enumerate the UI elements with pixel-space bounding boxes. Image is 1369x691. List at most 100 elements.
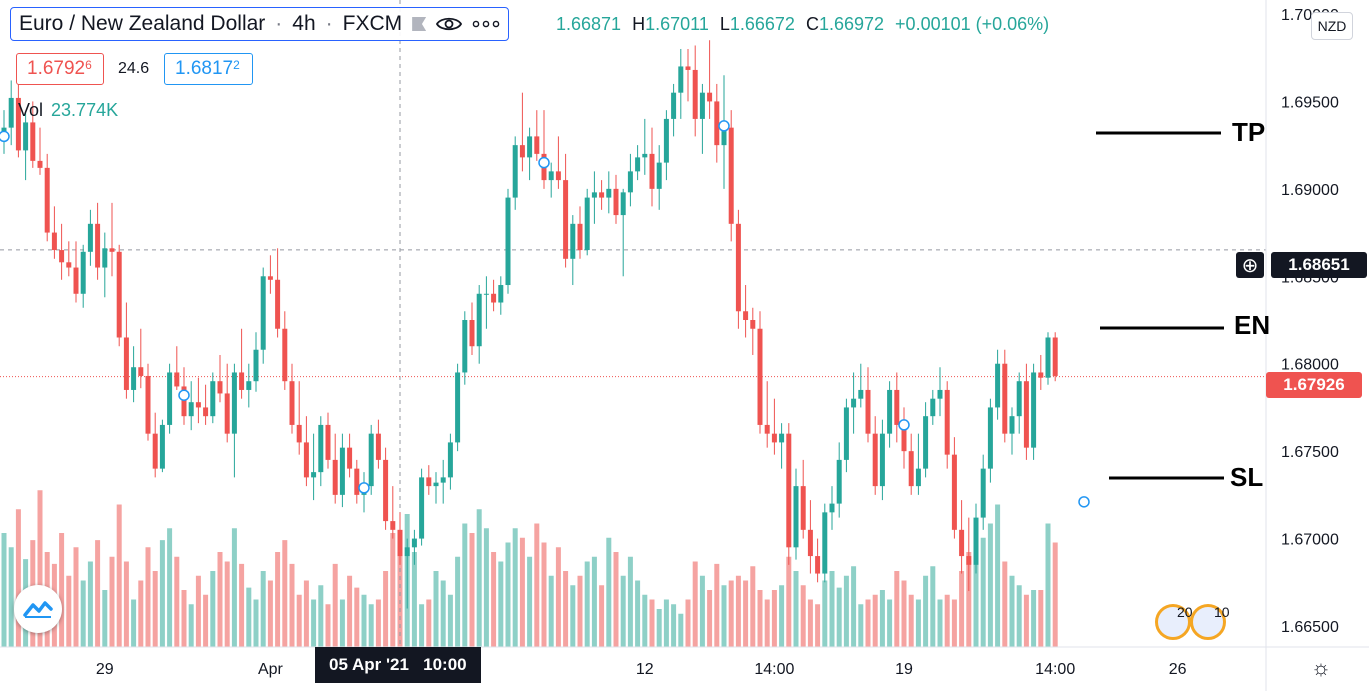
dividend-marker-icon (178, 389, 190, 401)
volume-bar (246, 587, 252, 647)
candle-body (606, 188, 612, 198)
more-dots-icon[interactable] (472, 19, 500, 29)
volume-bar (469, 533, 475, 647)
volume-bar (1002, 561, 1008, 647)
volume-bar (599, 585, 605, 647)
volume-bar (419, 604, 425, 647)
eye-icon[interactable] (436, 15, 463, 33)
close-label: C (805, 14, 819, 34)
volume-bar (188, 604, 194, 647)
volume-bar (627, 556, 633, 647)
candle-body (318, 424, 324, 473)
candle-body (8, 97, 14, 128)
sell-price-button[interactable]: 1.6792 6 (16, 53, 104, 85)
candle-body (311, 472, 317, 478)
candle-body (879, 433, 885, 487)
symbol-legend[interactable]: Euro / New Zealand Dollar · 4h · FXCM (10, 7, 510, 41)
candle-body (95, 223, 101, 268)
volume-bar (491, 552, 497, 647)
volume-bar (231, 528, 237, 647)
candle-body (613, 188, 619, 216)
volume-label: Vol (18, 100, 44, 120)
candle-body (51, 232, 57, 251)
buy-price-button[interactable]: 1.6817 2 (164, 53, 253, 85)
volume-bar (987, 523, 993, 647)
candle-body (937, 389, 943, 399)
volume-bar (807, 599, 813, 647)
candle-body (822, 512, 828, 574)
volume-bar (930, 566, 936, 647)
add-price-level-icon[interactable]: ⊕ (1236, 252, 1264, 278)
volume-bar (37, 490, 43, 647)
candle-body (887, 389, 893, 434)
settings-gear-icon[interactable]: ☼ (1310, 655, 1331, 680)
volume-legend[interactable]: Vol 23.774K (18, 100, 118, 121)
volume-bar (195, 575, 201, 647)
time-tick-label: 19 (895, 661, 913, 678)
candle-body (15, 97, 21, 151)
volume-bar (1052, 542, 1058, 647)
candle-body (491, 293, 497, 303)
crosshair (0, 0, 1266, 647)
open-value: 1.66871 (556, 14, 622, 34)
candle-body (404, 547, 410, 557)
candle-body (397, 529, 403, 557)
volume-bar (692, 561, 698, 647)
candle-body (383, 459, 389, 522)
candle-body (908, 451, 914, 487)
sell-price: 1.6792 (27, 58, 86, 79)
event-badge-icon[interactable] (1190, 604, 1226, 640)
volume-bar (836, 587, 842, 647)
volume-bar (8, 547, 14, 647)
candle-body (678, 66, 684, 93)
candle-body (555, 171, 561, 181)
candle-body (923, 416, 929, 469)
volume-bar (505, 542, 511, 647)
candle-body (253, 349, 259, 382)
candle-body (627, 171, 633, 193)
tradingview-logo-icon[interactable] (14, 585, 62, 633)
candle-body (354, 468, 360, 495)
volume-bar (649, 599, 655, 647)
volume-bar (210, 571, 216, 647)
legend-dot: · (275, 12, 283, 35)
volume-bar (145, 547, 151, 647)
candle-body (195, 402, 201, 408)
volume-bar (980, 537, 986, 647)
candle-body (548, 171, 554, 181)
flag-icon[interactable] (412, 17, 427, 31)
volume-bar (311, 599, 317, 647)
candle-body (239, 372, 245, 390)
volume-bar (728, 580, 734, 647)
candle-body (152, 433, 158, 469)
volume-bar (433, 571, 439, 647)
candle-body (966, 556, 972, 565)
volume-bar (901, 580, 907, 647)
volume-bar (714, 563, 720, 647)
volume-bar (80, 580, 86, 647)
volume-bar (332, 563, 338, 647)
candle-body (851, 398, 857, 408)
price-tick-label: 1.68000 (1281, 357, 1339, 374)
volume-bar (541, 542, 547, 647)
volume-bar (383, 571, 389, 647)
volume-bar (318, 585, 324, 647)
candle-body (59, 250, 65, 263)
time-tick-label: 14:00 (1035, 661, 1075, 678)
candle-body (779, 433, 785, 443)
candle-body (807, 529, 813, 557)
currency-button[interactable]: NZD (1311, 12, 1353, 40)
volume-bar (613, 552, 619, 647)
volume-bars (1, 490, 1058, 647)
volume-bar (15, 509, 21, 647)
price-tick-label: 1.69500 (1281, 94, 1339, 111)
price-tick-label: 1.67000 (1281, 532, 1339, 549)
candle-body (714, 101, 720, 146)
volume-bar (678, 613, 684, 647)
volume-bar (887, 599, 893, 647)
exchange-label: FXCM (342, 12, 403, 35)
volume-bar (73, 547, 79, 647)
event-badge-icon[interactable] (1155, 604, 1191, 640)
candle-body (23, 122, 29, 151)
